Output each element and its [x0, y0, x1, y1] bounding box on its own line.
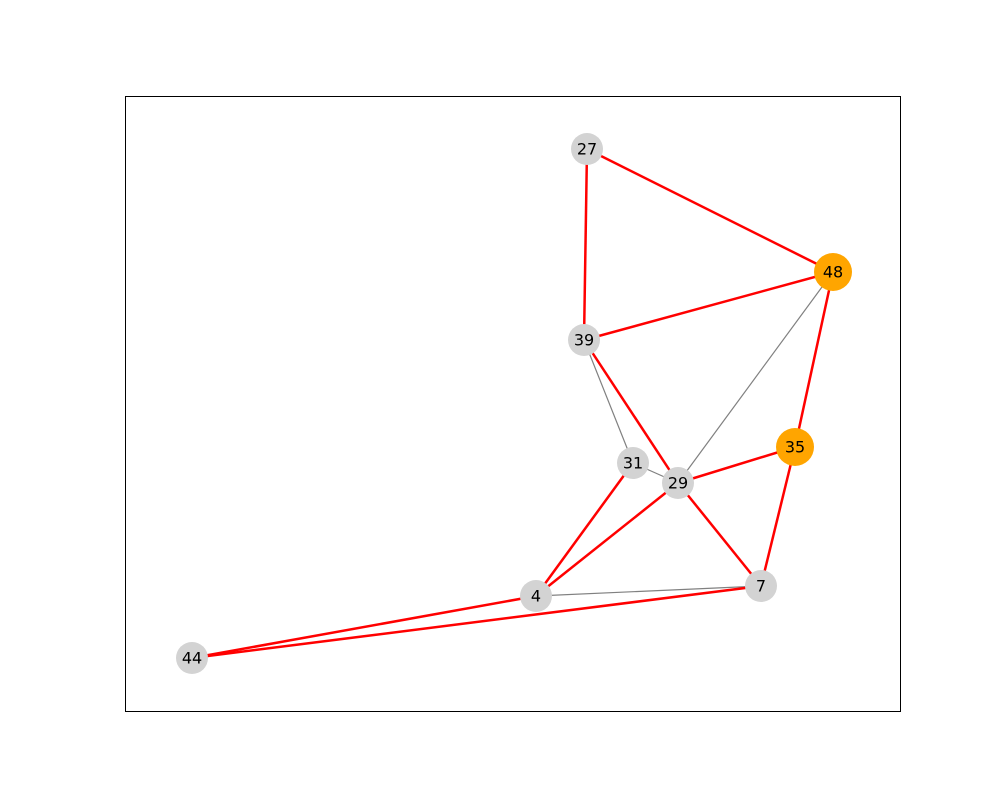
node-label: 31 [623, 454, 643, 473]
edge-31-4 [534, 462, 635, 597]
node-35: 35 [776, 428, 814, 466]
edge-27-39 [582, 148, 589, 341]
edge-layer [191, 147, 835, 660]
node-circle [571, 133, 603, 165]
node-circle [176, 642, 208, 674]
edge-29-7 [677, 482, 762, 587]
edge-4-7 [535, 585, 762, 597]
node-label: 7 [756, 577, 766, 596]
edge-29-4 [535, 482, 679, 597]
plot-frame [125, 96, 901, 712]
edge-39-31 [583, 339, 634, 464]
node-label: 27 [577, 140, 597, 159]
edge-7-44 [191, 584, 762, 660]
node-circle [520, 580, 552, 612]
edge-4-44 [191, 594, 537, 660]
node-31: 31 [617, 447, 649, 479]
node-layer: 27 48 39 35 31 29 4 7 44 [176, 133, 852, 674]
node-circle [568, 324, 600, 356]
node-44: 44 [176, 642, 208, 674]
node-label: 4 [531, 587, 541, 606]
node-label: 44 [182, 649, 202, 668]
node-4: 4 [520, 580, 552, 612]
edge-48-35 [793, 271, 835, 448]
node-48: 48 [814, 253, 852, 291]
edge-29-35 [677, 445, 796, 485]
node-label: 29 [668, 474, 688, 493]
node-label: 48 [823, 263, 843, 282]
edge-39-48 [583, 270, 834, 342]
node-circle [617, 447, 649, 479]
node-circle [745, 570, 777, 602]
node-label: 39 [574, 331, 594, 350]
edge-35-7 [759, 446, 797, 587]
node-circle [776, 428, 814, 466]
node-29: 29 [662, 467, 694, 499]
edge-39-29 [582, 339, 680, 484]
node-39: 39 [568, 324, 600, 356]
node-27: 27 [571, 133, 603, 165]
edge-27-48 [586, 147, 834, 274]
edge-48-29 [677, 271, 834, 484]
node-7: 7 [745, 570, 777, 602]
node-label: 35 [785, 438, 805, 457]
node-circle [662, 467, 694, 499]
node-circle [814, 253, 852, 291]
